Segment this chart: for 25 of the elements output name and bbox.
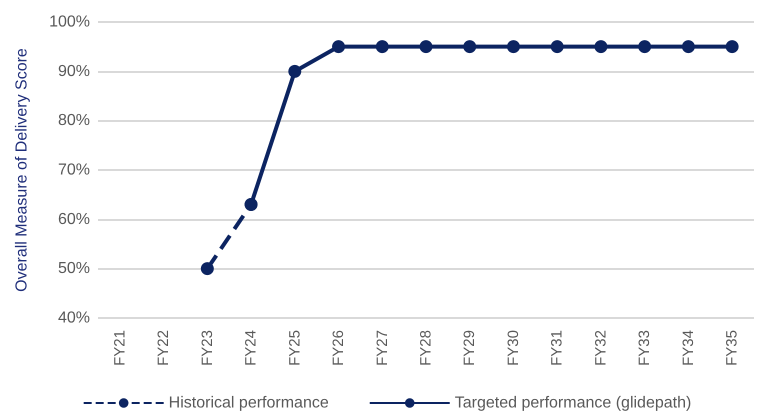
- x-tick-label: FY32: [592, 330, 610, 366]
- x-tick-label: FY26: [330, 330, 348, 366]
- y-tick-label: 50%: [58, 260, 90, 278]
- x-tick-label: FY27: [374, 330, 391, 366]
- y-axis-title: Overall Measure of Delivery Score: [14, 48, 30, 292]
- y-tick-label: 100%: [49, 14, 90, 30]
- y-tick-label: 80%: [58, 112, 90, 130]
- x-tick-label: FY23: [198, 330, 216, 366]
- y-tick-label: 60%: [58, 210, 90, 228]
- x-tick-label: FY30: [504, 330, 522, 366]
- legend-label: Historical performance: [168, 394, 329, 412]
- x-tick-label: FY21: [111, 330, 128, 366]
- y-tick-label: 70%: [58, 162, 90, 178]
- x-tick-label: FY28: [418, 330, 434, 366]
- x-tick-label: FY29: [461, 330, 478, 366]
- y-tick-label: 40%: [58, 310, 90, 326]
- y-tick-label: 90%: [58, 62, 90, 80]
- x-tick-label: FY31: [548, 330, 566, 366]
- x-tick-label: FY22: [155, 330, 172, 366]
- x-tick-label: FY35: [724, 330, 741, 366]
- x-tick-label: FY33: [636, 330, 654, 366]
- x-tick-label: FY24: [242, 330, 260, 366]
- legend-label: Targeted performance (glidepath): [454, 394, 692, 412]
- x-tick-label: FY25: [286, 330, 304, 366]
- x-tick-label: FY34: [680, 330, 697, 366]
